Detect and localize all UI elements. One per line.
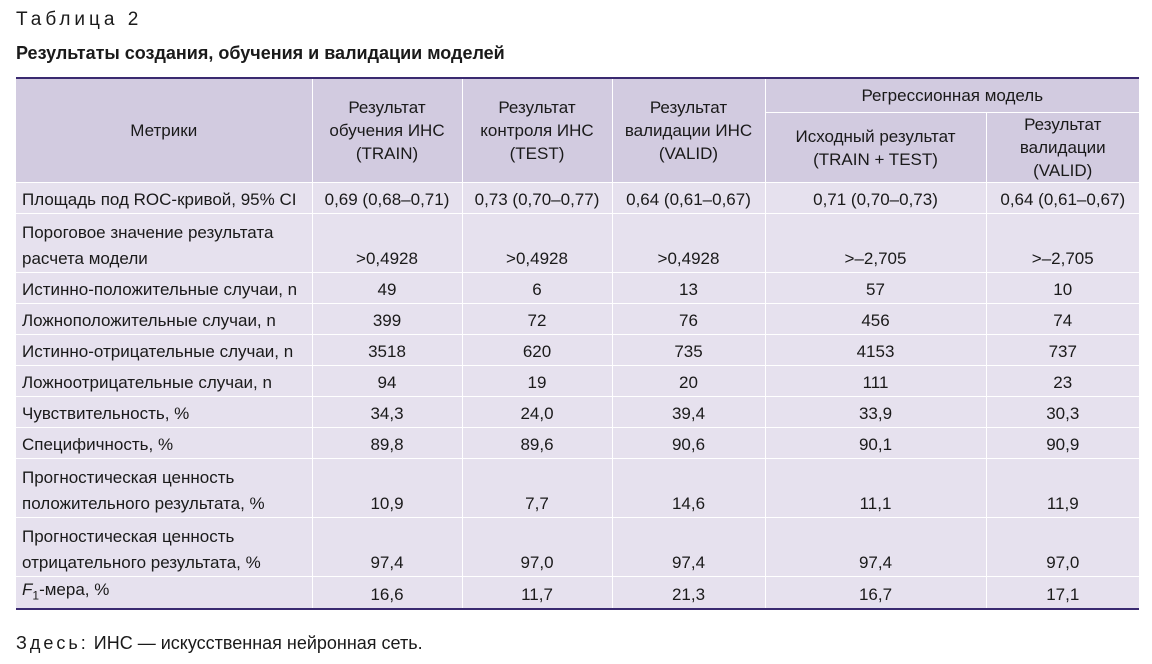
value-cell: 14,6 [612, 458, 766, 518]
value-cell: 0,69 (0,68–0,71) [312, 182, 463, 214]
value-cell: 74 [986, 303, 1139, 335]
table-title: Результаты создания, обучения и валидаци… [16, 43, 505, 63]
metric-cell: Чувствительность, % [16, 396, 313, 428]
value-cell: 13 [612, 272, 766, 304]
metric-cell: Пороговое значение результата расчета мод… [16, 213, 313, 273]
value-cell: 57 [765, 272, 987, 304]
value-cell: 11,1 [765, 458, 987, 518]
table-row: Прогностическая ценность положительного р… [16, 458, 1139, 518]
table-row: Ложноотрицательные случаи, n 94 19 20 11… [16, 365, 1139, 397]
table-row: Чувствительность, % 34,3 24,0 39,4 33,9 … [16, 396, 1139, 428]
footnote-label: Здесь: [16, 633, 89, 653]
value-cell: 89,8 [312, 427, 463, 459]
value-cell: 737 [986, 334, 1139, 366]
value-cell: 94 [312, 365, 463, 397]
metric-cell: Истинно-положительные случаи, n [16, 272, 313, 304]
value-cell: 10,9 [312, 458, 463, 518]
value-cell: >–2,705 [765, 213, 987, 273]
table-row: Специфичность, % 89,8 89,6 90,6 90,1 90,… [16, 427, 1139, 459]
value-cell: 111 [765, 365, 987, 397]
value-cell: 97,4 [312, 517, 463, 577]
metric-cell: Истинно-отрицательные случаи, n [16, 334, 313, 366]
value-cell: 399 [312, 303, 463, 335]
value-cell: 17,1 [986, 576, 1139, 611]
value-cell: >–2,705 [986, 213, 1139, 273]
header-valid: Результат валидации ИНС (VALID) [612, 78, 766, 183]
value-cell: 34,3 [312, 396, 463, 428]
table-row: Истинно-положительные случаи, n 49 6 13 … [16, 272, 1139, 304]
metric-cell: Ложноотрицательные случаи, n [16, 365, 313, 397]
value-cell: 4153 [765, 334, 987, 366]
value-cell: 30,3 [986, 396, 1139, 428]
value-cell: 39,4 [612, 396, 766, 428]
header-regression-initial: Исходный результат (TRAIN + TEST) [765, 112, 987, 183]
value-cell: 10 [986, 272, 1139, 304]
table-footnote: Здесь: ИНС — искусственная нейронная сет… [16, 633, 423, 654]
value-cell: >0,4928 [312, 213, 463, 273]
value-cell: 33,9 [765, 396, 987, 428]
value-cell: 6 [462, 272, 613, 304]
metric-cell: Прогностическая ценность отрицательного р… [16, 517, 313, 577]
value-cell: 90,9 [986, 427, 1139, 459]
metric-cell: Ложноположительные случаи, n [16, 303, 313, 335]
value-cell: 89,6 [462, 427, 613, 459]
value-cell: 0,64 (0,61–0,67) [986, 182, 1139, 214]
value-cell: 620 [462, 334, 613, 366]
header-train: Результат обучения ИНС (TRAIN) [312, 78, 463, 183]
value-cell: 3518 [312, 334, 463, 366]
value-cell: 97,4 [765, 517, 987, 577]
value-cell: 0,73 (0,70–0,77) [462, 182, 613, 214]
header-metrics: Метрики [16, 78, 313, 183]
table-row: Прогностическая ценность отрицательного р… [16, 517, 1139, 577]
metric-cell: F1-мера, % [16, 576, 313, 611]
metric-cell: Специфичность, % [16, 427, 313, 459]
value-cell: 24,0 [462, 396, 613, 428]
value-cell: 7,7 [462, 458, 613, 518]
value-cell: 19 [462, 365, 613, 397]
value-cell: 72 [462, 303, 613, 335]
header-regression-group: Регрессионная модель [765, 78, 1139, 113]
table-row: Площадь под ROC-кривой, 95% CI 0,69 (0,6… [16, 182, 1139, 214]
header-test: Результат контроля ИНС (TEST) [462, 78, 613, 183]
table-caption: Таблица 2 [16, 9, 143, 30]
footnote-text: ИНС — искусственная нейронная сеть. [88, 633, 423, 653]
value-cell: 0,71 (0,70–0,73) [765, 182, 987, 214]
value-cell: 735 [612, 334, 766, 366]
header-regression-valid: Результат валидации (VALID) [986, 112, 1139, 183]
value-cell: 456 [765, 303, 987, 335]
metric-cell: Прогностическая ценность положительного р… [16, 458, 313, 518]
table-row: Истинно-отрицательные случаи, n 3518 620… [16, 334, 1139, 366]
value-cell: 20 [612, 365, 766, 397]
value-cell: 11,9 [986, 458, 1139, 518]
value-cell: 90,1 [765, 427, 987, 459]
value-cell: 97,0 [462, 517, 613, 577]
table-row: Ложноположительные случаи, n 399 72 76 4… [16, 303, 1139, 335]
value-cell: 90,6 [612, 427, 766, 459]
table-row: F1-мера, % 16,6 11,7 21,3 16,7 17,1 [16, 576, 1139, 611]
value-cell: 16,6 [312, 576, 463, 611]
value-cell: 49 [312, 272, 463, 304]
value-cell: 21,3 [612, 576, 766, 611]
metric-cell: Площадь под ROC-кривой, 95% CI [16, 182, 313, 214]
results-table: Метрики Результат обучения ИНС (TRAIN) Рез… [16, 77, 1139, 611]
value-cell: 16,7 [765, 576, 987, 611]
value-cell: >0,4928 [462, 213, 613, 273]
value-cell: 97,4 [612, 517, 766, 577]
value-cell: 76 [612, 303, 766, 335]
value-cell: 23 [986, 365, 1139, 397]
table-row: Пороговое значение результата расчета мод… [16, 213, 1139, 273]
value-cell: >0,4928 [612, 213, 766, 273]
value-cell: 11,7 [462, 576, 613, 611]
value-cell: 97,0 [986, 517, 1139, 577]
value-cell: 0,64 (0,61–0,67) [612, 182, 766, 214]
